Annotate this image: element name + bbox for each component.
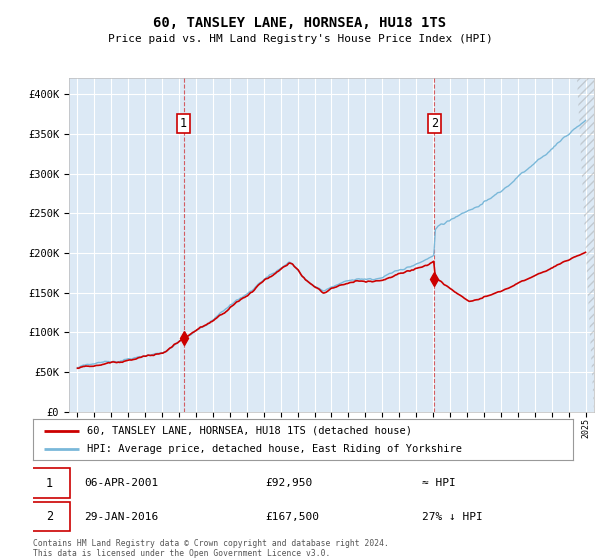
- Text: £92,950: £92,950: [265, 478, 313, 488]
- Text: 1: 1: [46, 477, 53, 490]
- Text: 60, TANSLEY LANE, HORNSEA, HU18 1TS: 60, TANSLEY LANE, HORNSEA, HU18 1TS: [154, 16, 446, 30]
- Text: 29-JAN-2016: 29-JAN-2016: [84, 512, 158, 521]
- Text: 2: 2: [46, 510, 53, 523]
- FancyBboxPatch shape: [28, 502, 70, 531]
- Text: HPI: Average price, detached house, East Riding of Yorkshire: HPI: Average price, detached house, East…: [87, 444, 462, 454]
- Text: 27% ↓ HPI: 27% ↓ HPI: [422, 512, 482, 521]
- Text: 1: 1: [180, 117, 187, 130]
- Text: 60, TANSLEY LANE, HORNSEA, HU18 1TS (detached house): 60, TANSLEY LANE, HORNSEA, HU18 1TS (det…: [87, 426, 412, 436]
- Text: 06-APR-2001: 06-APR-2001: [84, 478, 158, 488]
- Text: 2: 2: [431, 117, 438, 130]
- Text: £167,500: £167,500: [265, 512, 319, 521]
- Text: Contains HM Land Registry data © Crown copyright and database right 2024.
This d: Contains HM Land Registry data © Crown c…: [33, 539, 389, 558]
- Text: Price paid vs. HM Land Registry's House Price Index (HPI): Price paid vs. HM Land Registry's House …: [107, 34, 493, 44]
- Text: ≈ HPI: ≈ HPI: [422, 478, 455, 488]
- FancyBboxPatch shape: [28, 468, 70, 498]
